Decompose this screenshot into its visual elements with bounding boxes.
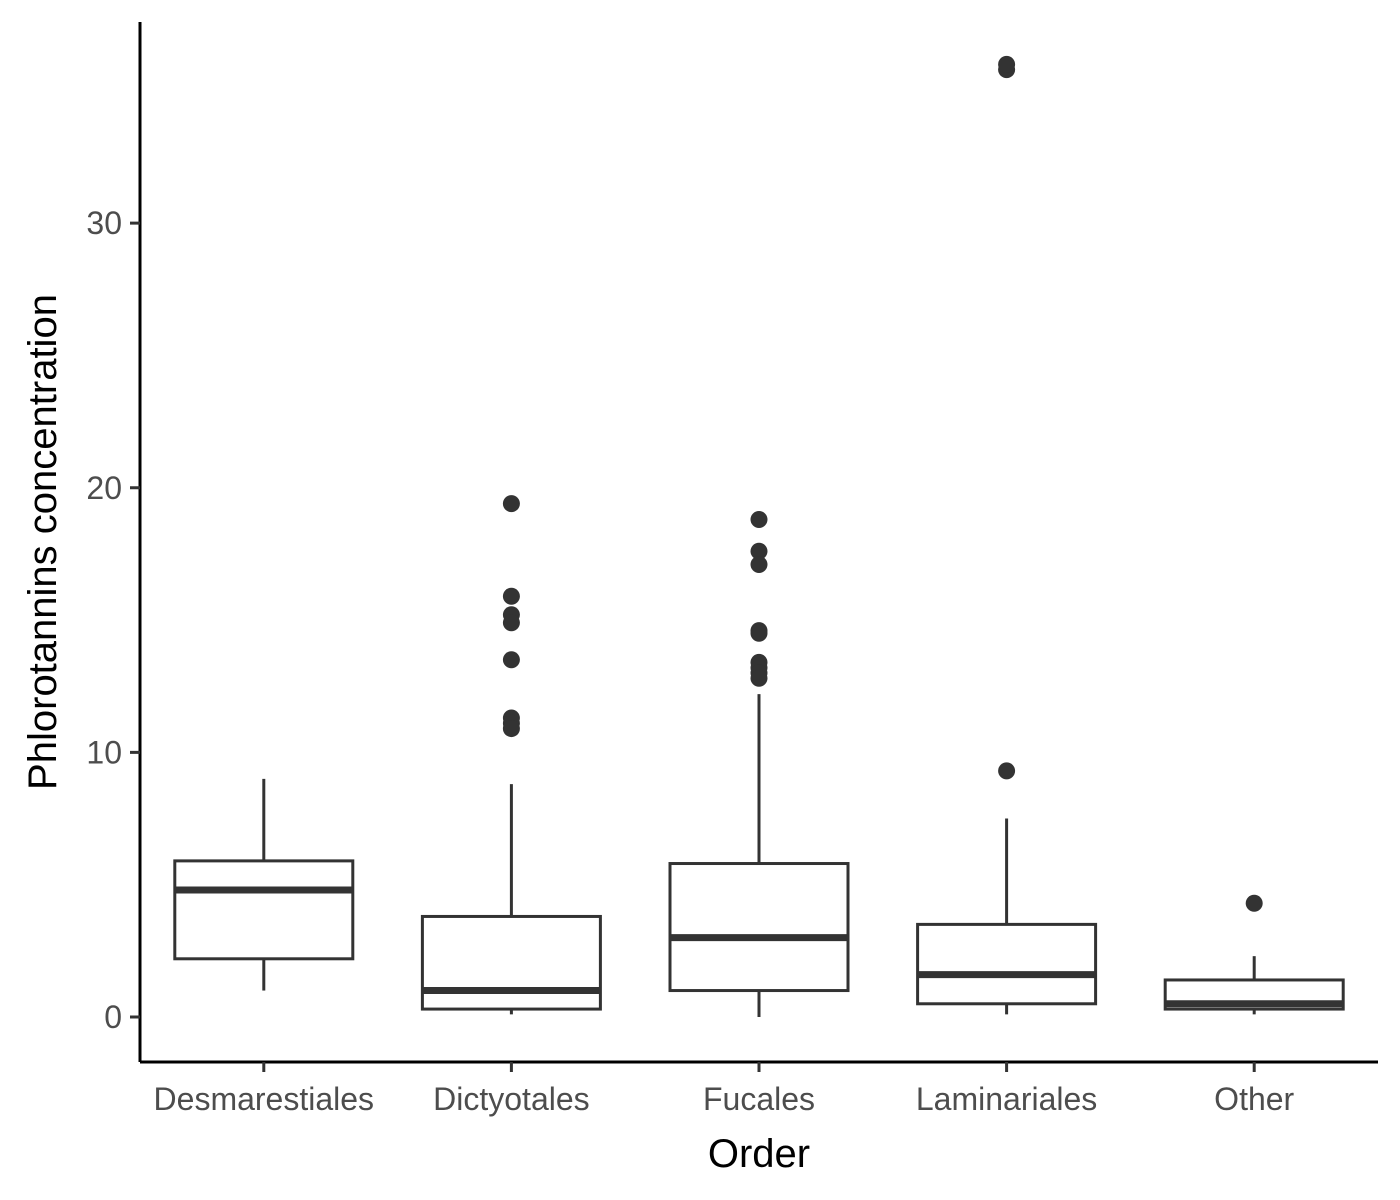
x-tick-label: Other [1214,1081,1294,1117]
y-tick-label: 10 [86,734,122,770]
y-axis-title: Phlorotannins concentration [21,294,65,790]
y-tick-label: 20 [86,470,122,506]
outlier-point [750,669,768,687]
outlier-point [502,495,520,513]
outlier-point [998,762,1016,780]
x-tick-label: Dictyotales [433,1081,590,1117]
outlier-point [502,720,520,738]
x-axis-ticks: Desmarestiales Dictyotales Fucales Laminari… [154,1062,1295,1117]
box-group-dictyotales [420,495,602,1015]
y-tick-label: 0 [104,999,122,1035]
x-tick-label: Desmarestiales [154,1081,375,1117]
outlier-point [1245,894,1263,912]
outlier-point [750,511,768,529]
outlier-point [750,624,768,642]
outlier-point [750,542,768,560]
box-iqr [173,859,355,961]
outlier-point [750,555,768,573]
box-iqr [916,922,1098,1006]
x-tick-label: Laminariales [916,1081,1097,1117]
outlier-point [502,614,520,632]
box-group-other [1163,894,1345,1015]
box-iqr [668,862,850,993]
outlier-point [998,55,1016,73]
y-tick-label: 30 [86,205,122,241]
box-group-laminariales [916,55,1098,1015]
box-group-fucales [668,511,850,1018]
y-axis-ticks: 0 10 20 30 [86,205,140,1035]
box-iqr [420,914,602,1011]
plot-area [173,55,1345,1018]
x-tick-label: Fucales [703,1081,815,1117]
box-group-desmarestiales [173,778,355,991]
x-axis-title: Order [708,1132,810,1176]
outlier-point [502,651,520,669]
outlier-point [502,587,520,605]
